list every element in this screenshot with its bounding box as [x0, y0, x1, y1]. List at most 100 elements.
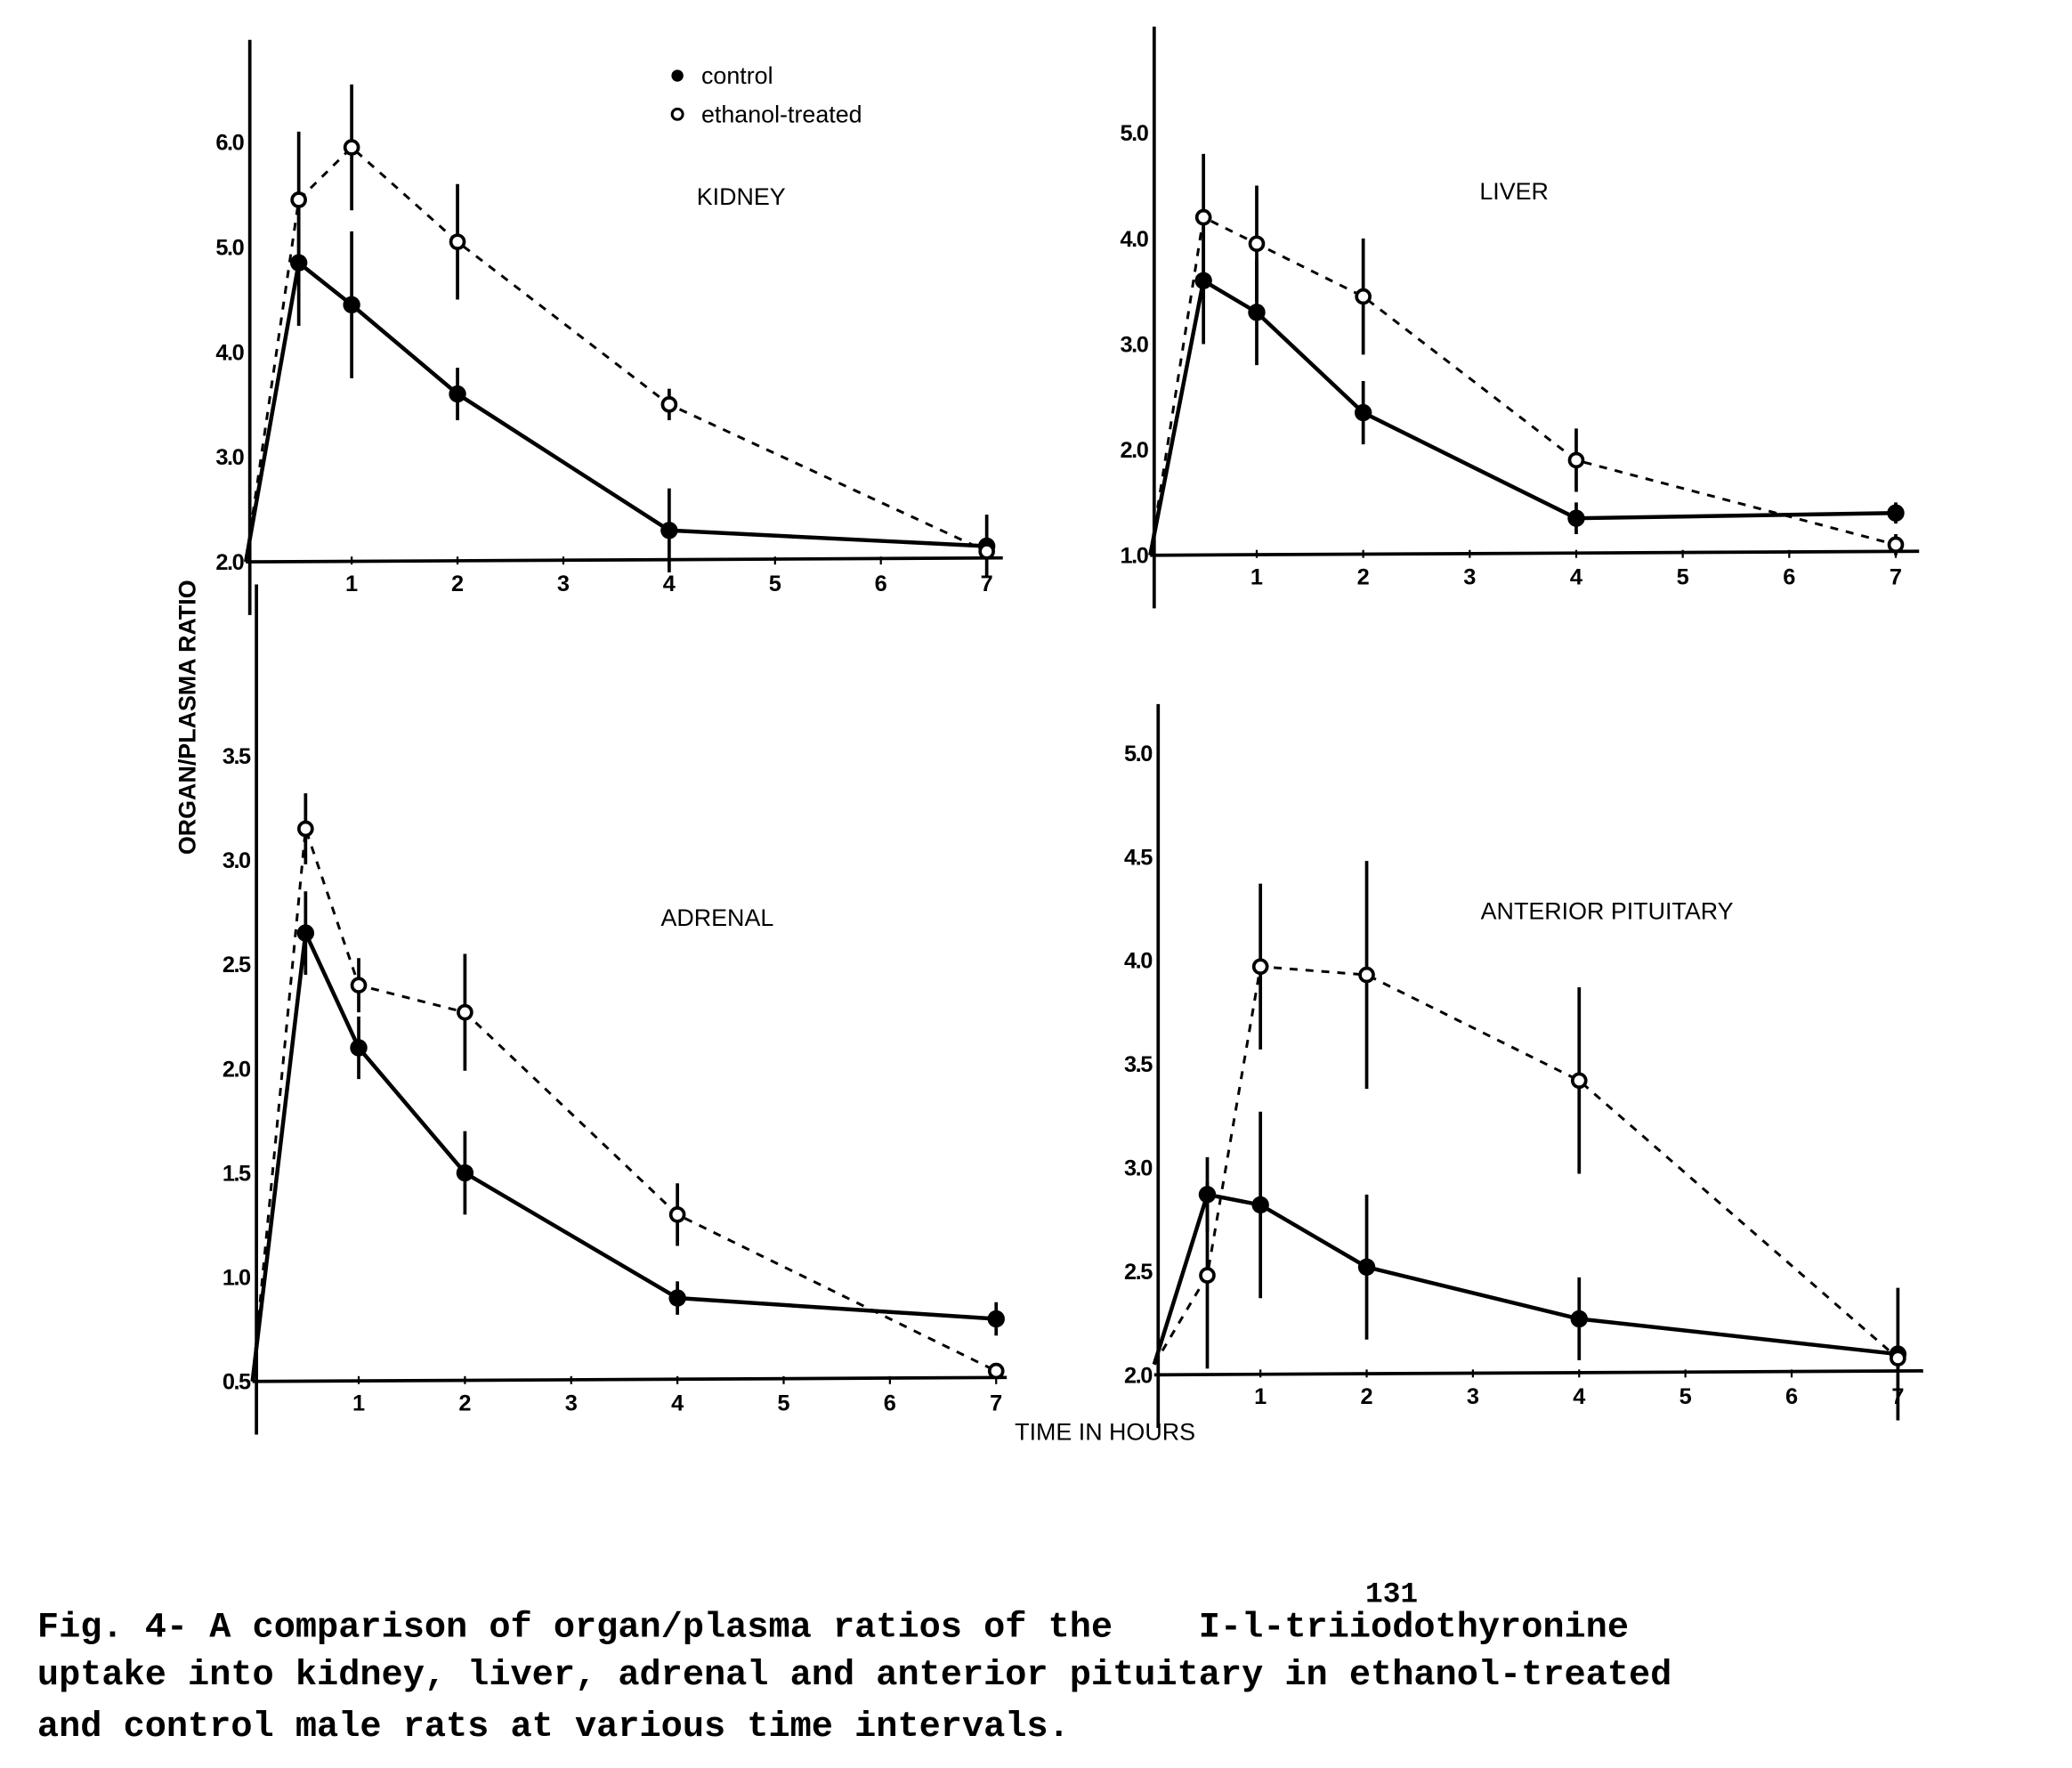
x-axis	[246, 556, 1003, 564]
x-tick-label: 2	[458, 1391, 471, 1416]
x-tick-label: 6	[1783, 565, 1795, 590]
y-tick-label: 2.0	[215, 550, 244, 575]
y-tick-label: 2.0	[1121, 438, 1149, 463]
data-point-ethanol	[290, 191, 307, 208]
x-tick-label: 1	[1254, 1384, 1267, 1409]
data-point-control	[1248, 304, 1266, 321]
y-tick-label: 3.0	[223, 848, 251, 873]
panel-title: ANTERIOR PITUITARY	[1481, 898, 1734, 925]
data-point-control	[1357, 1258, 1376, 1276]
data-point-ethanol	[1248, 235, 1266, 253]
series-line	[250, 926, 997, 1383]
y-tick-label: 3.5	[1124, 1052, 1153, 1077]
series-line	[243, 259, 987, 563]
data-point-control	[343, 296, 360, 314]
series-control	[243, 199, 996, 578]
y-tick-label: 3.0	[1124, 1156, 1153, 1181]
data-point-control	[1251, 1196, 1269, 1214]
caption-line-3: and control male rats at various time in…	[37, 1707, 1070, 1748]
series-line	[244, 145, 988, 563]
y-tick-label: 6.0	[215, 131, 244, 156]
panel-title: LIVER	[1479, 178, 1549, 205]
x-tick-label: 3	[1463, 565, 1476, 590]
data-point-ethanol	[449, 233, 466, 250]
x-tick-label: 2	[1357, 565, 1370, 590]
data-point-control	[1567, 509, 1585, 527]
x-tick-label: 1	[345, 572, 358, 596]
series-control	[1148, 217, 1905, 556]
series-line	[1148, 215, 1897, 556]
legend-control-marker	[671, 69, 684, 82]
series-ethanol-treated	[251, 793, 1005, 1382]
data-point-control	[668, 1289, 686, 1307]
series-line	[1148, 277, 1897, 556]
data-point-control	[296, 924, 315, 942]
x-tick-label: 2	[1360, 1384, 1372, 1409]
x-tick-label: 7	[1890, 565, 1902, 590]
y-tick-label: 3.5	[223, 744, 251, 769]
data-point-ethanol	[457, 1003, 473, 1021]
x-tick-label: 4	[1570, 565, 1582, 590]
data-point-ethanol	[987, 1362, 1005, 1380]
panel-title: KIDNEY	[697, 183, 786, 210]
x-axis	[1150, 549, 1920, 557]
x-tick-label: 5	[1679, 1384, 1692, 1409]
data-point-ethanol	[350, 977, 368, 994]
x-axis-label: TIME IN HOURS	[1015, 1418, 1195, 1445]
data-point-ethanol	[668, 1206, 686, 1223]
data-point-control	[660, 522, 678, 539]
data-point-control	[987, 1310, 1005, 1328]
x-tick-label: 5	[777, 1391, 789, 1416]
y-axis-label: ORGAN/PLASMA RATIO	[174, 580, 200, 855]
data-point-ethanol	[1567, 451, 1585, 469]
series-line	[1152, 1192, 1898, 1366]
x-tick-label: 3	[557, 572, 570, 596]
x-tick-label: 1	[352, 1391, 365, 1416]
series-line	[251, 828, 997, 1382]
data-point-ethanol	[1355, 288, 1372, 305]
series-ethanol-treated	[244, 84, 995, 563]
x-tick-label: 4	[663, 572, 676, 596]
x-tick-label: 6	[875, 572, 887, 596]
y-tick-label: 5.0	[1121, 121, 1149, 146]
series-control	[250, 891, 1005, 1383]
x-tick-label: 2	[451, 572, 464, 596]
caption-superscript: 131	[1365, 1577, 1418, 1610]
data-point-ethanol	[1251, 958, 1269, 976]
x-tick-label: 3	[1467, 1384, 1479, 1409]
x-axis	[1153, 1368, 1923, 1377]
y-tick-label: 2.0	[223, 1057, 251, 1082]
legend-control-label: control	[701, 62, 773, 89]
legend: control ethanol-treated	[670, 62, 862, 127]
caption-line-1: Fig. 4- A comparison of organ/plasma rat…	[37, 1607, 1629, 1648]
y-tick-label: 4.0	[1124, 949, 1153, 974]
x-tick-label: 3	[565, 1391, 578, 1416]
y-tick-label: 4.5	[1124, 845, 1153, 870]
data-point-control	[449, 385, 466, 403]
data-point-ethanol	[1194, 208, 1212, 226]
legend-ethanol-label: ethanol-treated	[701, 101, 862, 127]
x-tick-label: 7	[990, 1391, 1002, 1416]
data-point-control	[350, 1039, 368, 1057]
y-tick-label: 1.0	[1121, 544, 1149, 569]
y-tick-label: 1.0	[223, 1266, 251, 1291]
data-point-control	[1354, 403, 1372, 422]
data-point-control	[1887, 504, 1905, 522]
x-axis	[252, 1375, 1008, 1383]
data-point-ethanol	[343, 139, 360, 156]
data-point-ethanol	[297, 820, 314, 838]
data-point-ethanol	[1199, 1267, 1216, 1284]
y-tick-label: 0.5	[223, 1370, 251, 1395]
caption-line-2: uptake into kidney, liver, adrenal and a…	[37, 1655, 1671, 1696]
x-tick-label: 6	[884, 1391, 896, 1416]
data-point-ethanol	[978, 543, 995, 560]
panel-liver: 1 2 3 4 5 6 7 1.0 2.0 3.0 4.0 5.0 LIVER	[1121, 26, 1920, 609]
data-point-control	[1570, 1310, 1588, 1328]
y-tick-label: 5.0	[1124, 742, 1153, 766]
series-line	[1153, 965, 1899, 1366]
y-tick-label: 3.0	[215, 445, 244, 470]
x-tick-label: 5	[1677, 565, 1689, 590]
x-tick-label: 4	[1573, 1384, 1585, 1409]
y-tick-label: 1.5	[223, 1161, 251, 1186]
